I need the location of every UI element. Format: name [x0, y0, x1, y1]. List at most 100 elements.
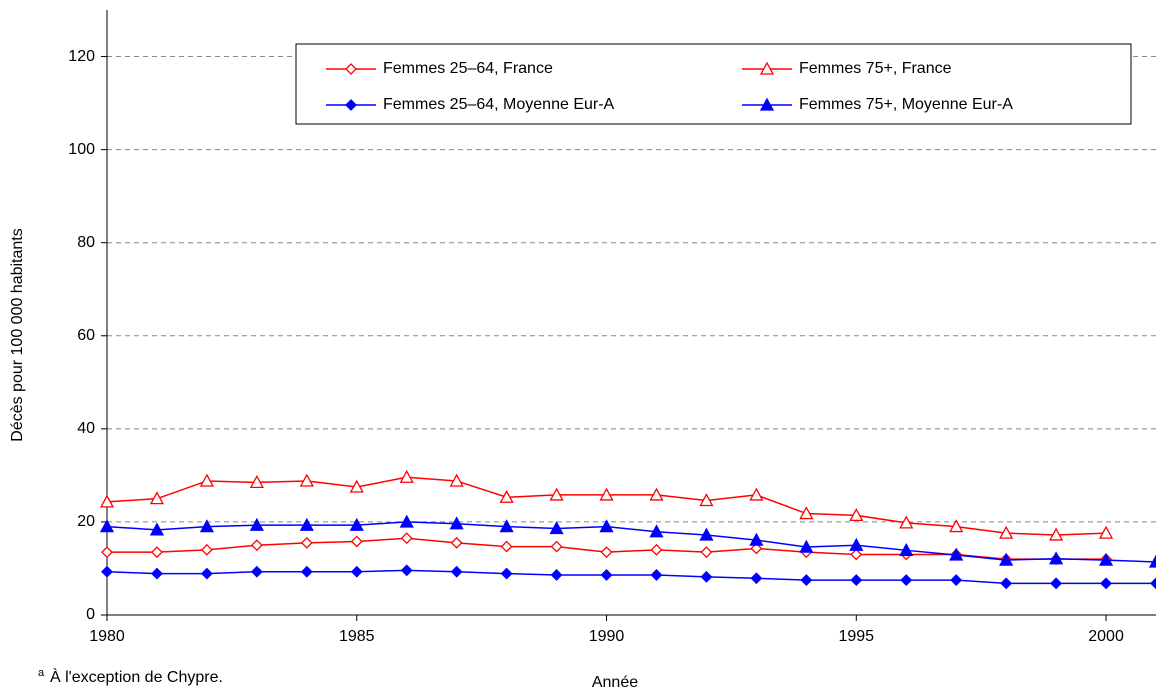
- point: [350, 565, 363, 578]
- point: [299, 473, 314, 487]
- point: [749, 487, 764, 501]
- point: [100, 494, 115, 508]
- point: [300, 536, 313, 549]
- point: [1098, 552, 1114, 566]
- point: [699, 493, 714, 507]
- series-line: [106, 569, 1156, 585]
- point: [599, 487, 614, 501]
- legend-label: Femmes 75+, France: [799, 60, 952, 77]
- point: [200, 567, 213, 580]
- legend-marker: [345, 63, 357, 75]
- point: [750, 572, 763, 585]
- point: [799, 539, 814, 553]
- y-tick-label: 60: [77, 327, 95, 344]
- point: [100, 519, 115, 533]
- point: [399, 469, 414, 483]
- point: [650, 543, 663, 556]
- point: [500, 540, 513, 553]
- point: [849, 508, 864, 522]
- point: [799, 506, 814, 520]
- point: [101, 546, 113, 559]
- point: [250, 565, 263, 578]
- point: [500, 567, 513, 580]
- point: [999, 525, 1014, 539]
- x-tick-label: 1995: [838, 628, 874, 645]
- y-tick-label: 80: [77, 234, 95, 251]
- point: [550, 569, 563, 581]
- point: [199, 519, 214, 533]
- point: [399, 514, 414, 528]
- point: [300, 565, 313, 578]
- legend-marker: [759, 61, 775, 75]
- point: [149, 522, 165, 536]
- point: [999, 552, 1014, 566]
- x-axis-label: Année: [592, 674, 638, 691]
- legend-marker: [759, 97, 775, 111]
- point: [450, 536, 463, 549]
- point: [850, 574, 863, 587]
- point: [600, 569, 613, 581]
- point: [849, 537, 864, 551]
- point: [949, 519, 964, 533]
- point: [499, 489, 514, 503]
- point: [899, 542, 914, 556]
- point: [650, 569, 663, 581]
- point: [1098, 525, 1114, 539]
- point: [1049, 551, 1064, 565]
- point: [400, 532, 413, 545]
- point: [599, 519, 614, 533]
- y-tick-label: 100: [68, 141, 95, 158]
- point: [499, 519, 514, 533]
- point: [450, 565, 463, 578]
- legend-label: Femmes 25–64, France: [383, 60, 553, 77]
- point: [350, 535, 363, 548]
- point: [950, 574, 963, 587]
- point: [949, 547, 964, 561]
- y-axis-label: Décès pour 100 000 habitants: [9, 228, 26, 441]
- legend-box: [295, 43, 1132, 125]
- y-tick-label: 0: [86, 606, 95, 623]
- point: [700, 570, 713, 583]
- x-tick-label: 1985: [339, 628, 375, 645]
- point: [249, 517, 264, 531]
- point: [151, 567, 163, 580]
- legend-label: Femmes 25–64, Moyenne Eur-A: [383, 96, 615, 113]
- point: [600, 546, 613, 559]
- x-tick-label: 1980: [89, 628, 125, 645]
- point: [649, 487, 664, 501]
- series-line: [106, 521, 1156, 563]
- footnote: À l'exception de Chypre.: [50, 667, 223, 686]
- y-tick-label: 40: [77, 420, 95, 437]
- legend-marker: [345, 99, 357, 111]
- point: [449, 473, 464, 487]
- point: [1148, 554, 1156, 568]
- plot-area: [100, 469, 1156, 590]
- x-tick-label: 2000: [1088, 628, 1124, 645]
- point: [1050, 577, 1063, 590]
- point: [449, 516, 464, 530]
- point: [649, 524, 664, 538]
- point: [200, 543, 213, 556]
- point: [400, 564, 413, 577]
- grid: 0 20 40 60 80 100 120 1980 1985 1990 1995 2000: [68, 10, 1156, 645]
- point: [349, 479, 364, 493]
- point: [349, 517, 364, 531]
- point: [151, 546, 163, 559]
- point: [1000, 577, 1013, 590]
- y-tick-label: 20: [77, 513, 95, 530]
- point: [1150, 577, 1156, 590]
- legend: Femmes 25–64, France Femmes 75+, France Fe…: [326, 60, 1013, 113]
- point: [699, 527, 714, 541]
- point: [299, 517, 314, 531]
- point: [199, 473, 214, 487]
- point: [899, 515, 914, 529]
- point: [1100, 577, 1112, 590]
- point: [549, 521, 564, 535]
- point: [850, 548, 863, 561]
- legend-label: Femmes 75+, Moyenne Eur-A: [799, 96, 1013, 113]
- point: [1049, 527, 1064, 541]
- point: [700, 546, 713, 559]
- x-tick-label: 1990: [589, 628, 625, 645]
- point: [101, 565, 113, 578]
